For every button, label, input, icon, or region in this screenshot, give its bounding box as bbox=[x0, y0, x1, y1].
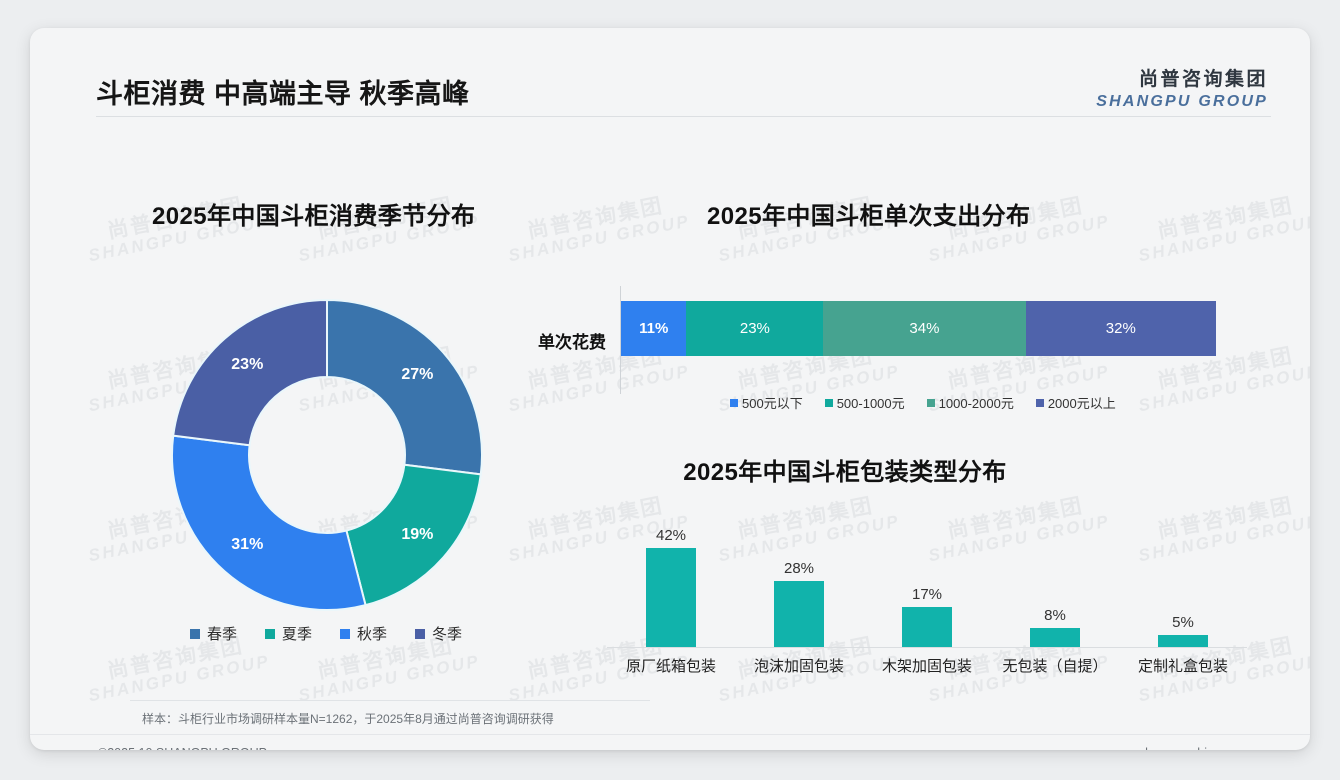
bar-column[interactable]: 8% bbox=[991, 507, 1119, 647]
header-divider bbox=[96, 116, 1271, 117]
bar-value-label: 8% bbox=[1044, 607, 1066, 624]
legend-label: 500元以下 bbox=[742, 396, 803, 411]
legend-label: 2000元以上 bbox=[1047, 396, 1116, 411]
page-title: 斗柜消费 中高端主导 秋季高峰 bbox=[96, 79, 470, 109]
donut-slice[interactable] bbox=[326, 298, 483, 476]
legend-item[interactable]: 春季 bbox=[190, 623, 237, 644]
legend-swatch-icon bbox=[730, 398, 738, 407]
bar-value-label: 28% bbox=[783, 560, 815, 577]
donut-svg bbox=[171, 298, 483, 611]
donut-slice[interactable] bbox=[171, 434, 367, 611]
bar-category-label: 定制礼盒包装 bbox=[1137, 658, 1228, 675]
brand-logo: 尚普咨询集团 SHANGPU GROUP bbox=[1096, 64, 1268, 111]
bar-category-label: 泡沫加固包装 bbox=[753, 658, 844, 675]
footer-divider bbox=[30, 734, 1310, 735]
stacked-bar-segment[interactable]: 34% bbox=[823, 300, 1026, 356]
legend-swatch-icon bbox=[824, 398, 833, 407]
legend-item[interactable]: 500-1000元 bbox=[824, 393, 905, 412]
bar-column[interactable]: 17% bbox=[863, 507, 991, 647]
bar-value-label: 17% bbox=[911, 586, 943, 603]
legend-label: 夏季 bbox=[282, 626, 313, 643]
bar-rect[interactable] bbox=[646, 548, 696, 647]
legend-label: 500-1000元 bbox=[836, 396, 905, 411]
donut-slice[interactable] bbox=[345, 463, 482, 607]
stacked-axis-category-label: 单次花费 bbox=[538, 332, 606, 352]
donut-slice-label: 23% bbox=[231, 355, 264, 373]
footer-website[interactable]: www.shangpu-china.com bbox=[1109, 746, 1248, 750]
stacked-bar-segment[interactable]: 11% bbox=[621, 300, 687, 356]
stacked-bar-legend: 500元以下 500-1000元 1000-2000元 2000元以上 bbox=[730, 393, 1116, 412]
bar-rect[interactable] bbox=[1158, 635, 1208, 647]
sample-footnote: 样本：斗柜行业市场调研样本量N=1262，于2025年8月通过尚普咨询调研获得 bbox=[142, 712, 554, 726]
bar-value-label: 42% bbox=[655, 527, 687, 544]
legend-item[interactable]: 秋季 bbox=[340, 623, 387, 644]
bar-category-label: 木架加固包装 bbox=[881, 658, 972, 675]
stacked-bar-title: 2025年中国斗柜单次支出分布 bbox=[707, 203, 1031, 230]
packaging-bar-chart: 42% 28% 17% 8% 5% 原厂纸箱包装 泡沫加固包装 木架加固包装 无包装（自提） 定… bbox=[595, 506, 1247, 676]
bar-value-label: 5% bbox=[1172, 614, 1194, 631]
legend-item[interactable]: 夏季 bbox=[265, 623, 312, 644]
donut-slice-label: 19% bbox=[401, 525, 434, 543]
stacked-axis-line bbox=[620, 286, 621, 394]
logo-english-text: SHANGPU GROUP bbox=[1096, 93, 1268, 110]
bar-rect[interactable] bbox=[1030, 628, 1080, 647]
bar-chart-baseline bbox=[607, 647, 1247, 648]
legend-swatch-icon bbox=[265, 628, 276, 639]
stacked-bar-track: 11% 23% 34% 32% bbox=[621, 300, 1216, 356]
slide-card: 尚普咨询集团 SHANGPU GROUP 尚普咨询集团 SHANGPU GROUP 尚普… bbox=[30, 28, 1310, 750]
bar-column[interactable]: 5% bbox=[1119, 507, 1247, 647]
legend-swatch-icon bbox=[340, 628, 351, 639]
legend-swatch-icon bbox=[926, 398, 935, 407]
season-donut-chart: 27% 19% 31% 23% bbox=[162, 290, 492, 620]
legend-swatch-icon bbox=[1035, 398, 1044, 407]
stacked-bar-segment[interactable]: 32% bbox=[1025, 300, 1216, 356]
bar-column[interactable]: 42% bbox=[607, 507, 735, 647]
legend-label: 秋季 bbox=[357, 626, 388, 643]
legend-item[interactable]: 2000元以上 bbox=[1035, 393, 1116, 412]
donut-chart-legend: 春季 夏季 秋季 冬季 bbox=[190, 623, 462, 644]
packaging-bar-title: 2025年中国斗柜包装类型分布 bbox=[683, 459, 1007, 486]
donut-chart-title: 2025年中国斗柜消费季节分布 bbox=[152, 203, 476, 230]
bar-category-label: 原厂纸箱包装 bbox=[625, 658, 716, 675]
bar-category-label: 无包装（自提） bbox=[1002, 658, 1108, 675]
donut-slice-label: 31% bbox=[231, 536, 264, 554]
legend-label: 1000-2000元 bbox=[938, 396, 1014, 411]
spend-stacked-chart: 单次花费 11% 23% 34% 32% bbox=[530, 286, 1216, 394]
bar-rect[interactable] bbox=[902, 607, 952, 647]
legend-item[interactable]: 1000-2000元 bbox=[926, 393, 1014, 412]
legend-swatch-icon bbox=[190, 628, 200, 639]
logo-chinese-text: 尚普咨询集团 bbox=[1138, 69, 1268, 90]
stacked-bar-segment[interactable]: 23% bbox=[686, 300, 824, 356]
legend-label: 冬季 bbox=[432, 626, 463, 643]
slide-header: 斗柜消费 中高端主导 秋季高峰 尚普咨询集团 SHANGPU GROUP bbox=[30, 28, 1310, 118]
bar-rect[interactable] bbox=[774, 581, 824, 647]
legend-item[interactable]: 冬季 bbox=[415, 623, 462, 644]
footer-copyright: ©2025.10 SHANGPU GROUP bbox=[98, 746, 267, 750]
bar-column[interactable]: 28% bbox=[735, 507, 863, 647]
legend-swatch-icon bbox=[415, 628, 426, 639]
donut-slice-label: 27% bbox=[401, 366, 434, 384]
legend-label: 春季 bbox=[207, 626, 238, 643]
legend-item[interactable]: 500元以下 bbox=[730, 393, 803, 412]
footnote-divider bbox=[130, 700, 650, 701]
donut-slice[interactable] bbox=[172, 298, 328, 447]
